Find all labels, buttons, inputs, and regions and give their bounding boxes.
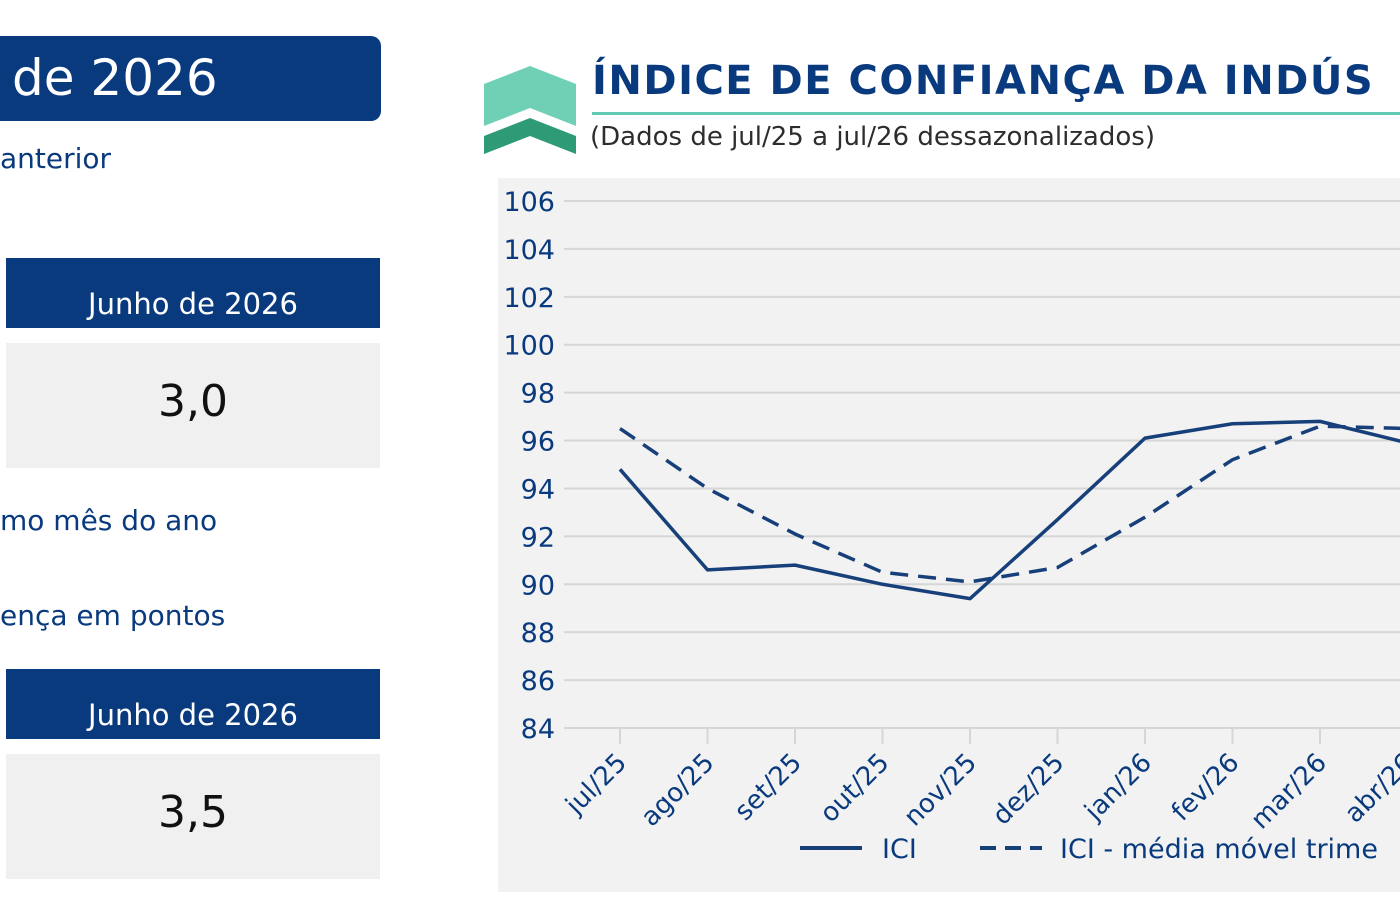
difference-label: ença em pontos <box>0 599 226 632</box>
chevron-up-logo-icon <box>484 66 576 154</box>
y-tick-label: 88 <box>521 618 555 649</box>
y-tick-label: 104 <box>503 235 555 266</box>
y-tick-label: 106 <box>503 187 555 218</box>
grid-lines <box>564 200 1400 729</box>
period-title: de 2026 <box>0 36 381 121</box>
title-rule <box>592 112 1400 115</box>
legend-label-ici-moving-average: ICI - média móvel trime <box>1060 834 1378 865</box>
series-line-ici-moving-average <box>619 424 1400 584</box>
y-tick-label: 96 <box>521 427 555 458</box>
y-tick-label: 94 <box>521 474 555 505</box>
y-tick-label: 98 <box>521 379 555 410</box>
y-tick-label: 100 <box>503 331 555 362</box>
y-tick-label: 84 <box>521 714 555 745</box>
box1-value: 3,0 <box>6 343 380 468</box>
y-tick-label: 92 <box>521 522 555 553</box>
comparison-label-same-month: mo mês do ano <box>0 504 218 537</box>
chart-subtitle: (Dados de jul/25 a jul/26 dessazonalizad… <box>590 122 1155 152</box>
y-tick-label: 86 <box>521 666 555 697</box>
legend-label-ici: ICI <box>882 834 917 865</box>
box2-value: 3,5 <box>6 754 380 879</box>
series-lines <box>618 419 1400 601</box>
box1-header: Junho de 2026 <box>6 258 380 328</box>
y-tick-label: 102 <box>503 283 555 314</box>
comparison-label-previous: anterior <box>0 142 112 175</box>
chart-legend: ICI ICI - média móvel trime <box>800 834 1378 865</box>
y-tick-label: 90 <box>521 570 555 601</box>
y-axis-ticks: 106 104 102 100 98 96 94 92 90 88 86 84 <box>503 187 555 745</box>
box2-header: Junho de 2026 <box>6 669 380 739</box>
chart-title: ÍNDICE DE CONFIANÇA DA INDÚS <box>592 58 1375 104</box>
series-line-ici <box>618 419 1400 601</box>
